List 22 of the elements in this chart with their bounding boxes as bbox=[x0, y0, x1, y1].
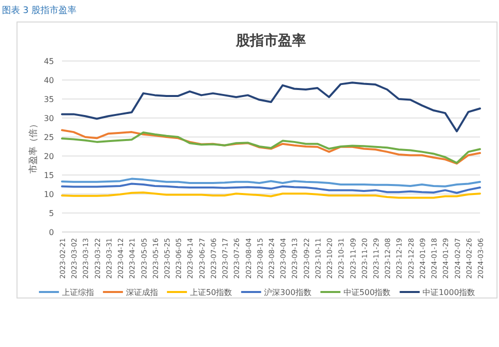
line-series bbox=[61, 182, 481, 194]
legend-label: 中证500指数 bbox=[343, 288, 391, 297]
y-tick-label: 5 bbox=[48, 209, 54, 218]
y-axis-title: 市盈率（倍） bbox=[28, 120, 39, 174]
y-tick-label: 10 bbox=[44, 190, 54, 199]
y-tick-label: 45 bbox=[44, 57, 54, 66]
y-tick-label: 30 bbox=[44, 114, 54, 123]
legend-label: 沪深300指数 bbox=[264, 288, 312, 297]
y-tick-label: 20 bbox=[44, 152, 54, 161]
legend-label: 深证成指 bbox=[126, 288, 158, 297]
legend-label: 中证1000指数 bbox=[422, 288, 476, 297]
line-series bbox=[61, 82, 481, 132]
y-tick-label: 35 bbox=[44, 95, 54, 104]
legend-label: 上证50指数 bbox=[190, 288, 232, 297]
chart-title: 股指市盈率 bbox=[235, 32, 306, 49]
y-tick-label: 15 bbox=[44, 171, 54, 180]
line-series bbox=[61, 178, 481, 188]
legend-label: 上证综指 bbox=[62, 288, 94, 297]
y-tick-label: 0 bbox=[48, 228, 54, 237]
y-tick-label: 40 bbox=[44, 76, 54, 85]
text: 图表 3 股指市盈率 bbox=[2, 5, 76, 16]
y-tick-label: 25 bbox=[44, 133, 54, 142]
